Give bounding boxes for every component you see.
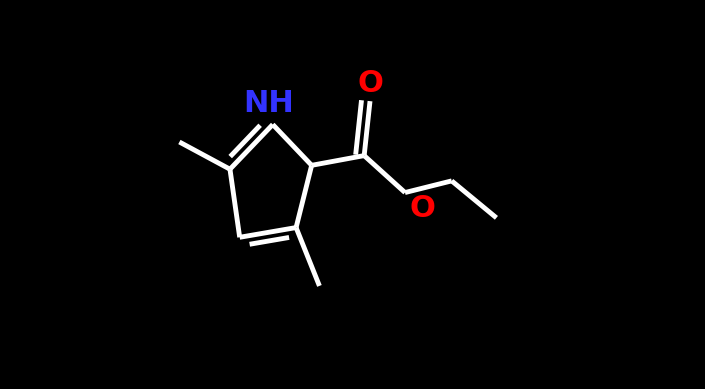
Text: O: O <box>357 69 383 98</box>
Text: NH: NH <box>243 89 294 117</box>
Text: O: O <box>410 194 436 223</box>
